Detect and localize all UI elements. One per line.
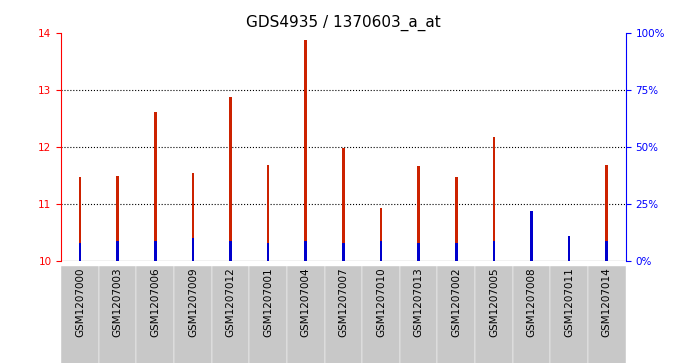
Bar [342,243,345,261]
Bar [492,241,495,261]
FancyBboxPatch shape [475,266,513,363]
Bar [492,137,495,261]
FancyBboxPatch shape [513,266,550,363]
Bar [267,165,269,261]
Bar [605,241,608,261]
Bar [229,97,232,261]
FancyBboxPatch shape [61,266,99,363]
Bar [79,243,82,261]
Bar [455,177,458,261]
FancyBboxPatch shape [437,266,475,363]
FancyBboxPatch shape [99,266,137,363]
FancyBboxPatch shape [588,266,626,363]
Bar [154,111,156,261]
Bar [267,243,269,261]
FancyBboxPatch shape [211,266,250,363]
Bar [192,173,194,261]
Bar [116,176,119,261]
Bar [530,211,533,261]
Bar [305,40,307,261]
Bar [379,208,382,261]
FancyBboxPatch shape [174,266,211,363]
FancyBboxPatch shape [362,266,400,363]
FancyBboxPatch shape [550,266,588,363]
Bar [79,177,82,261]
FancyBboxPatch shape [250,266,287,363]
Title: GDS4935 / 1370603_a_at: GDS4935 / 1370603_a_at [246,15,441,31]
Bar [192,238,194,261]
Bar [605,165,608,261]
FancyBboxPatch shape [287,266,324,363]
Bar [154,241,156,261]
Bar [418,243,420,261]
Bar [342,148,345,261]
Bar [418,166,420,261]
Bar [568,236,571,261]
FancyBboxPatch shape [400,266,437,363]
Bar [530,252,533,261]
Bar [379,241,382,261]
Bar [305,241,307,261]
FancyBboxPatch shape [324,266,362,363]
Bar [116,241,119,261]
Bar [455,243,458,261]
Bar [568,247,571,261]
FancyBboxPatch shape [137,266,174,363]
Bar [229,241,232,261]
